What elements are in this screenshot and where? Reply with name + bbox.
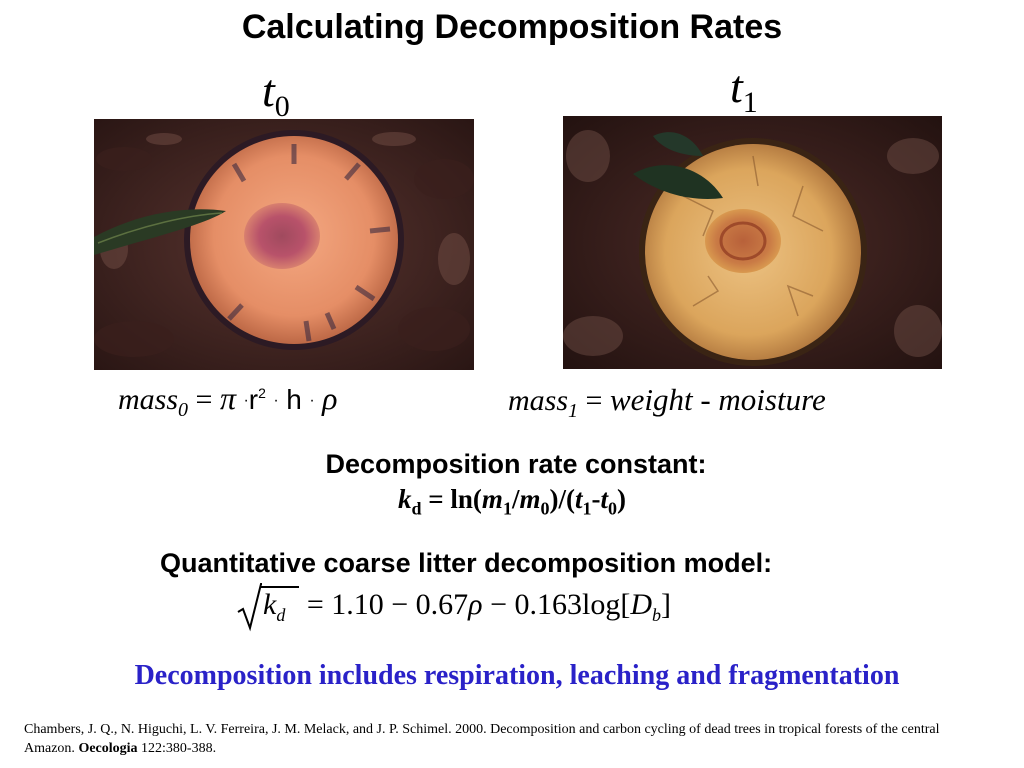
rate-constant-formula: kd = ln(m1/m0)/(t1-t0) xyxy=(0,484,1024,519)
mass1-subscript: 1 xyxy=(568,400,579,422)
decayed-log-cross-section-photo xyxy=(563,116,942,369)
rho-symbol: ρ xyxy=(322,380,338,416)
dot-2: · xyxy=(273,392,279,409)
mass1-lhs: mass xyxy=(508,384,569,417)
r-exponent: 2 xyxy=(258,385,266,401)
t1-subscript: 1 xyxy=(742,86,758,119)
t1-symbol: t xyxy=(730,61,743,112)
model-equation: kd = 1.10 − 0.67ρ − 0.163log[Db] xyxy=(236,583,671,632)
close-paren: ) xyxy=(616,484,626,514)
k-symbol: k xyxy=(398,484,412,514)
citation-volume: 122:380-388. xyxy=(137,741,217,756)
mass1-equation: mass1 = weight - moisture xyxy=(508,382,826,423)
t0-symbol: t xyxy=(600,484,608,514)
citation-text: Chambers, J. Q., N. Higuchi, L. V. Ferre… xyxy=(24,722,940,756)
rate-constant-heading: Decomposition rate constant: xyxy=(325,449,707,479)
slide-title: Calculating Decomposition Rates xyxy=(241,8,783,46)
t1-symbol: t xyxy=(574,484,583,514)
t1-subscript: 1 xyxy=(582,498,592,519)
model-rhs-part1: = 1.10 − 0.67 xyxy=(306,588,469,621)
fresh-log-cross-section-photo xyxy=(94,119,474,370)
eq-ln: = ln( xyxy=(421,484,482,514)
slash: / xyxy=(511,484,520,514)
m1-symbol: m xyxy=(481,484,503,514)
db-symbol: D xyxy=(630,588,652,621)
dot-1: · xyxy=(243,392,249,409)
db-subscript: b xyxy=(652,605,661,625)
model-heading: Quantitative coarse litter decomposition… xyxy=(160,548,773,578)
square-root-icon xyxy=(237,583,262,632)
mass1-rhs: weight - moisture xyxy=(609,382,826,417)
r-variable: r xyxy=(248,384,259,415)
kd-symbol: k xyxy=(263,588,277,621)
model-rhs-part2: − 0.163log[ xyxy=(482,588,631,621)
mass1-equals: = xyxy=(585,384,603,417)
mass0-lhs: mass xyxy=(118,383,179,416)
m1-subscript: 1 xyxy=(502,498,512,519)
m0-symbol: m xyxy=(519,484,541,514)
mass0-equation: mass0 = π ·r2 · h · ρ xyxy=(118,380,338,422)
t1-label: t1 xyxy=(730,60,758,120)
model-rho: ρ xyxy=(468,588,483,621)
summary-statement: Decomposition includes respiration, leac… xyxy=(134,660,900,691)
pi-symbol: π xyxy=(219,380,236,416)
minus: - xyxy=(591,484,601,514)
k-subscript: d xyxy=(411,498,422,519)
t0-label: t0 xyxy=(262,64,290,124)
t0-subscript: 0 xyxy=(274,90,290,123)
t0-symbol: t xyxy=(262,65,275,116)
mid-paren: )/( xyxy=(549,484,575,514)
dot-3: · xyxy=(309,392,315,409)
h-variable: h xyxy=(286,384,302,415)
t0-subscript: 0 xyxy=(607,498,617,519)
mass0-equals: = xyxy=(195,383,213,416)
kd-subscript: d xyxy=(276,605,286,625)
mass0-subscript: 0 xyxy=(178,399,189,421)
citation: Chambers, J. Q., N. Higuchi, L. V. Ferre… xyxy=(24,720,984,758)
model-close-bracket: ] xyxy=(661,588,671,621)
m0-subscript: 0 xyxy=(540,498,550,519)
citation-journal: Oecologia xyxy=(78,741,138,756)
